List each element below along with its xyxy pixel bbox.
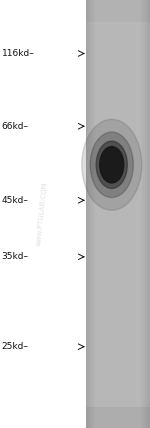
Text: 116kd–: 116kd– bbox=[2, 49, 34, 58]
Ellipse shape bbox=[82, 119, 142, 210]
Ellipse shape bbox=[96, 141, 127, 188]
Text: 35kd–: 35kd– bbox=[2, 252, 28, 262]
Ellipse shape bbox=[90, 132, 133, 198]
Ellipse shape bbox=[100, 147, 124, 183]
Text: www.PTGLAB.COM: www.PTGLAB.COM bbox=[36, 181, 48, 247]
Text: 66kd–: 66kd– bbox=[2, 122, 28, 131]
Text: 45kd–: 45kd– bbox=[2, 196, 28, 205]
Text: 25kd–: 25kd– bbox=[2, 342, 28, 351]
